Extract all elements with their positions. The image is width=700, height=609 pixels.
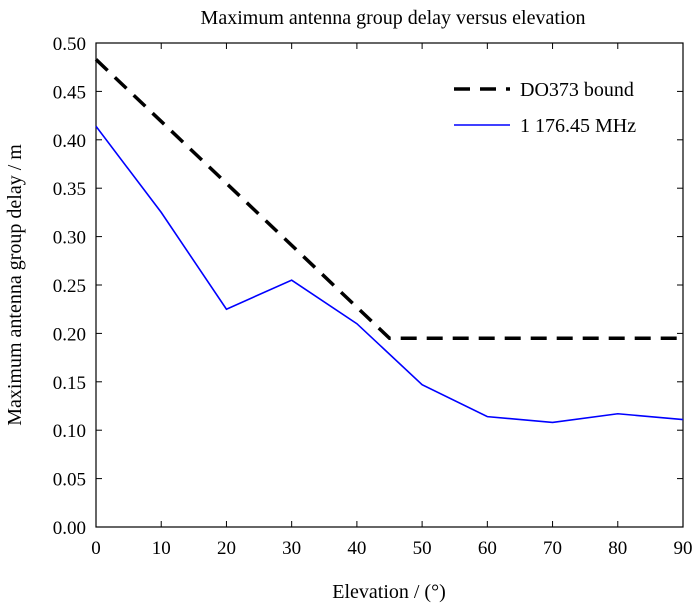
x-tick-label: 60: [478, 538, 497, 559]
y-tick-label: 0.00: [53, 518, 86, 539]
x-tick-label: 70: [543, 538, 562, 559]
x-tick-label: 0: [91, 538, 101, 559]
x-tick-label: 30: [282, 538, 301, 559]
x-tick-label: 10: [152, 538, 171, 559]
y-axis-label: Maximum antenna group delay / m: [4, 144, 26, 426]
y-tick-label: 0.15: [53, 373, 86, 394]
y-tick-label: 0.40: [53, 131, 86, 152]
y-tick-label: 0.30: [53, 228, 86, 249]
x-tick-label: 50: [413, 538, 432, 559]
chart-title: Maximum antenna group delay versus eleva…: [201, 7, 586, 29]
legend-label-do373: DO373 bound: [520, 79, 634, 101]
x-tick-label: 40: [347, 538, 366, 559]
x-tick-label: 90: [674, 538, 693, 559]
series-line-1176mhz: [95, 125, 684, 424]
y-tick-label: 0.35: [53, 179, 86, 200]
y-tick-label: 0.20: [53, 324, 86, 345]
y-tick-label: 0.10: [53, 421, 86, 442]
series-line-do373-bound: [94, 58, 683, 340]
y-tick-label: 0.50: [53, 34, 86, 55]
series-layer: [94, 58, 684, 424]
y-tick-label: 0.05: [53, 470, 86, 491]
x-axis: 0 10 20 30 40 50 60 70 80 90: [91, 43, 693, 559]
y-tick-label: 0.25: [53, 276, 86, 297]
legend: DO373 bound 1 176.45 MHz: [454, 79, 636, 137]
legend-label-1176mhz: 1 176.45 MHz: [520, 115, 636, 137]
y-tick-label: 0.45: [53, 82, 86, 103]
x-axis-label: Elevation / (°): [332, 581, 446, 603]
y-axis: 0.00 0.05 0.10 0.15 0.20 0.25 0.30 0.35 0.40 0.45…: [53, 34, 683, 539]
x-tick-label: 80: [608, 538, 627, 559]
x-tick-label: 20: [217, 538, 236, 559]
